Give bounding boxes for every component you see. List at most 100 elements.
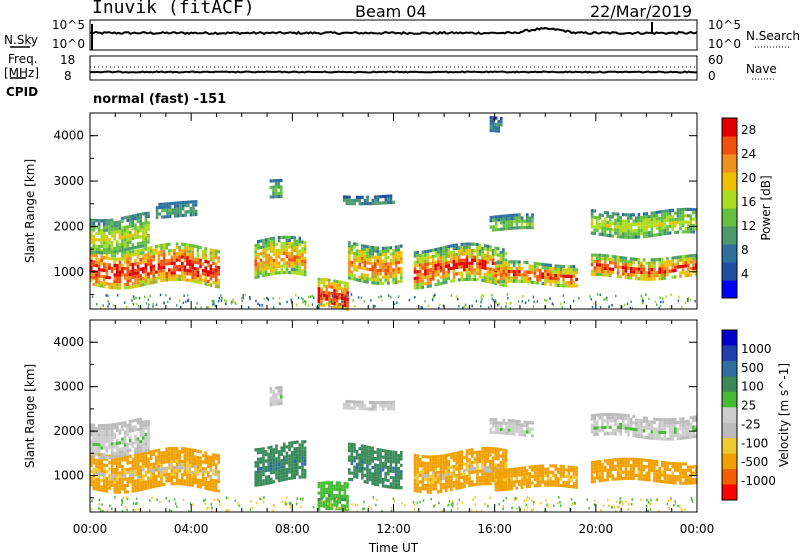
echo-cell <box>481 466 484 470</box>
echo-cell <box>384 194 388 198</box>
echo-cell <box>129 247 132 251</box>
echo-cell <box>478 252 482 257</box>
echo-cell <box>277 179 280 183</box>
echo-cell <box>611 234 615 238</box>
echo-cell <box>97 264 101 268</box>
echo-cell <box>426 474 430 478</box>
echo-cell <box>333 292 336 296</box>
echo-cell <box>397 257 400 261</box>
echo-cell <box>663 267 667 271</box>
echo-cell <box>663 464 667 468</box>
echo-cell <box>381 407 385 411</box>
echo-cell <box>434 484 438 488</box>
scatter-cell <box>180 305 182 309</box>
echo-cell <box>663 480 667 484</box>
echo-cell <box>189 206 193 210</box>
echo-cell <box>596 423 599 427</box>
echo-cell <box>118 422 122 426</box>
power-ytick-label: 3000 <box>53 174 84 188</box>
echo-cell <box>217 266 220 270</box>
echo-cell <box>497 126 500 130</box>
echo-cell <box>596 432 599 436</box>
echo-cell <box>121 226 124 230</box>
echo-cell <box>147 249 150 254</box>
echo-cell <box>687 270 690 274</box>
echo-cell <box>536 274 539 279</box>
echo-cell <box>392 261 395 266</box>
echo-cell <box>257 268 260 272</box>
echo-cell <box>687 273 690 277</box>
echo-cell <box>671 256 674 260</box>
scatter-cell <box>507 296 509 300</box>
echo-cell <box>648 218 651 222</box>
echo-cell <box>90 454 93 458</box>
echo-cell <box>175 258 179 262</box>
echo-cell <box>601 263 604 267</box>
echo-cell <box>557 477 560 481</box>
echo-cell <box>355 252 359 256</box>
echo-cell <box>134 434 137 438</box>
echo-cell <box>593 470 596 474</box>
echo-cell <box>470 249 474 253</box>
echo-cell <box>328 297 331 302</box>
echo-cell <box>549 270 552 274</box>
echo-cell <box>481 456 484 460</box>
echo-cell <box>144 458 148 462</box>
echo-cell <box>694 217 698 221</box>
echo-cell <box>663 216 667 220</box>
echo-cell <box>381 401 385 405</box>
echo-cell <box>681 230 685 234</box>
echo-cell <box>486 244 490 248</box>
echo-cell <box>455 461 458 465</box>
echo-cell <box>129 215 132 219</box>
echo-cell <box>301 440 304 444</box>
echo-cell <box>144 480 148 484</box>
scatter-cell <box>230 302 233 305</box>
echo-cell <box>123 248 127 252</box>
echo-cell <box>648 478 651 482</box>
echo-cell <box>363 202 367 206</box>
scatter-cell <box>621 305 623 308</box>
echo-cell <box>358 253 361 257</box>
echo-cell <box>447 475 451 479</box>
echo-cell <box>439 489 443 494</box>
echo-cell <box>139 430 142 434</box>
echo-cell <box>361 273 364 277</box>
echo-cell <box>123 477 127 481</box>
echo-cell <box>627 266 630 270</box>
echo-cell <box>116 464 119 469</box>
echo-cell <box>465 468 469 472</box>
echo-cell <box>525 270 529 274</box>
echo-cell <box>663 270 667 274</box>
echo-cell <box>92 470 96 475</box>
echo-cell <box>105 486 109 490</box>
echo-cell <box>277 252 281 256</box>
echo-cell <box>624 464 628 468</box>
echo-cell <box>476 476 479 480</box>
echo-cell <box>694 477 698 482</box>
echo-cell <box>257 473 260 477</box>
echo-cell <box>418 464 422 468</box>
echo-cell <box>590 417 594 421</box>
echo-cell <box>188 470 192 474</box>
scatter-cell <box>438 306 440 310</box>
echo-cell <box>293 255 296 259</box>
echo-cell <box>494 126 498 130</box>
echo-cell <box>666 273 669 277</box>
echo-cell <box>671 227 674 232</box>
echo-cell <box>426 455 430 459</box>
echo-cell <box>123 228 127 233</box>
echo-cell <box>452 458 456 462</box>
echo-cell <box>170 268 174 272</box>
echo-cell <box>437 266 440 270</box>
echo-cell <box>437 464 440 468</box>
echo-cell <box>629 476 633 480</box>
echo-cell <box>280 392 283 396</box>
scatter-cell <box>464 303 467 307</box>
echo-cell <box>567 274 571 278</box>
echo-cell <box>267 462 270 466</box>
echo-cell <box>483 475 487 479</box>
echo-cell <box>447 254 451 258</box>
echo-cell <box>303 247 307 251</box>
echo-cell <box>199 482 202 486</box>
